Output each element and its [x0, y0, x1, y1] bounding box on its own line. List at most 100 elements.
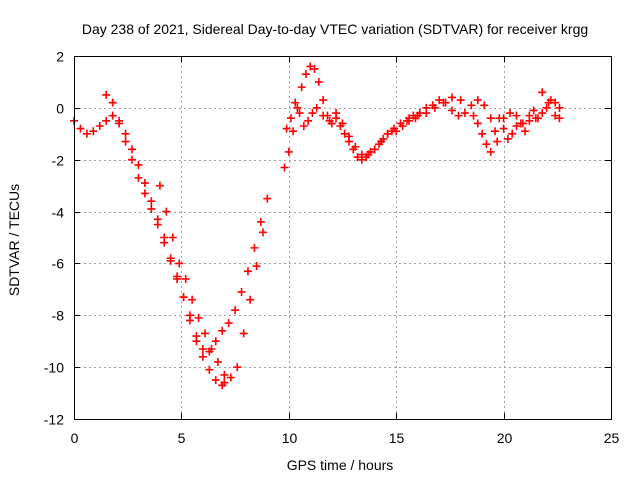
data-point: [284, 147, 293, 156]
y-tick-labels: -12 -10 -8 -6 -4 -2 0 2: [44, 49, 64, 428]
x-axis-label: GPS time / hours: [287, 457, 394, 473]
data-point: [192, 332, 201, 341]
y-tick-label: 2: [56, 49, 64, 65]
data-point: [220, 378, 229, 387]
data-point: [115, 116, 124, 125]
data-point: [508, 129, 517, 138]
data-point: [211, 337, 220, 346]
y-tick-label: -8: [52, 308, 65, 324]
data-point: [134, 173, 143, 182]
x-tick-label: 0: [71, 430, 79, 446]
data-point: [205, 365, 214, 374]
y-tick-label: 0: [56, 101, 64, 117]
data-point: [188, 295, 197, 304]
data-point: [211, 376, 220, 385]
y-tick-label: -2: [52, 153, 65, 169]
data-point: [194, 313, 203, 322]
y-tick-label: -6: [52, 256, 65, 272]
data-point: [286, 114, 295, 123]
data-point: [147, 204, 156, 213]
data-point: [441, 98, 450, 107]
data-point: [377, 137, 386, 146]
data-point: [506, 109, 515, 118]
data-point: [201, 329, 210, 338]
data-point: [435, 96, 444, 105]
data-point: [396, 119, 405, 128]
data-point: [82, 129, 91, 138]
chart-title: Day 238 of 2021, Sidereal Day-to-day VTE…: [82, 21, 588, 37]
data-point: [198, 344, 207, 353]
data-point: [102, 116, 111, 125]
x-tick-label: 20: [497, 430, 513, 446]
data-point: [108, 111, 117, 120]
data-point: [546, 96, 555, 105]
data-point: [140, 189, 149, 198]
data-point: [308, 109, 317, 118]
data-point: [467, 101, 476, 110]
data-point: [473, 96, 482, 105]
data-point: [213, 357, 222, 366]
data-point: [312, 103, 321, 112]
data-point: [383, 129, 392, 138]
data-point: [495, 114, 504, 123]
data-point: [259, 228, 268, 237]
data-point: [402, 116, 411, 125]
data-point: [364, 150, 373, 159]
data-point: [162, 207, 171, 216]
data-point: [243, 267, 252, 276]
y-tick-label: -10: [44, 360, 64, 376]
data-point: [121, 137, 130, 146]
x-tick-label: 5: [178, 430, 186, 446]
data-point: [351, 142, 360, 151]
data-point: [239, 329, 248, 338]
data-point: [226, 373, 235, 382]
data-point: [250, 243, 259, 252]
data-point: [340, 129, 349, 138]
grid: [74, 56, 611, 419]
data-point: [486, 114, 495, 123]
data-point: [448, 93, 457, 102]
data-point: [297, 83, 306, 92]
data-point: [140, 179, 149, 188]
data-point: [263, 194, 272, 203]
data-point: [493, 137, 502, 146]
data-point: [76, 124, 85, 133]
data-point: [293, 103, 302, 112]
data-point: [179, 293, 188, 302]
data-point: [301, 70, 310, 79]
data-point: [370, 145, 379, 154]
data-point: [542, 103, 551, 112]
data-point: [521, 127, 530, 136]
data-point: [256, 217, 265, 226]
data-point: [456, 96, 465, 105]
data-point: [218, 326, 227, 335]
data-point: [486, 147, 495, 156]
data-point: [295, 109, 304, 118]
data-point: [454, 111, 463, 120]
data-point: [525, 111, 534, 120]
data-point: [252, 262, 261, 271]
data-point: [314, 77, 323, 86]
data-point: [185, 311, 194, 320]
data-point: [503, 134, 512, 143]
data-point: [95, 122, 104, 131]
data-point: [127, 155, 136, 164]
data-point: [280, 163, 289, 172]
data-point: [237, 287, 246, 296]
data-point: [173, 274, 182, 283]
data-point: [289, 127, 298, 136]
data-point: [390, 124, 399, 133]
data-point: [319, 111, 328, 120]
data-point: [482, 140, 491, 149]
data-point: [325, 116, 334, 125]
data-point: [181, 274, 190, 283]
data-point: [415, 109, 424, 118]
x-tick-label: 25: [604, 430, 620, 446]
data-point: [224, 319, 233, 328]
data-point: [529, 106, 538, 115]
data-point: [428, 101, 437, 110]
data-point: [478, 129, 487, 138]
data-point: [102, 90, 111, 99]
y-axis-label: SDTVAR / TECUs: [6, 184, 22, 296]
